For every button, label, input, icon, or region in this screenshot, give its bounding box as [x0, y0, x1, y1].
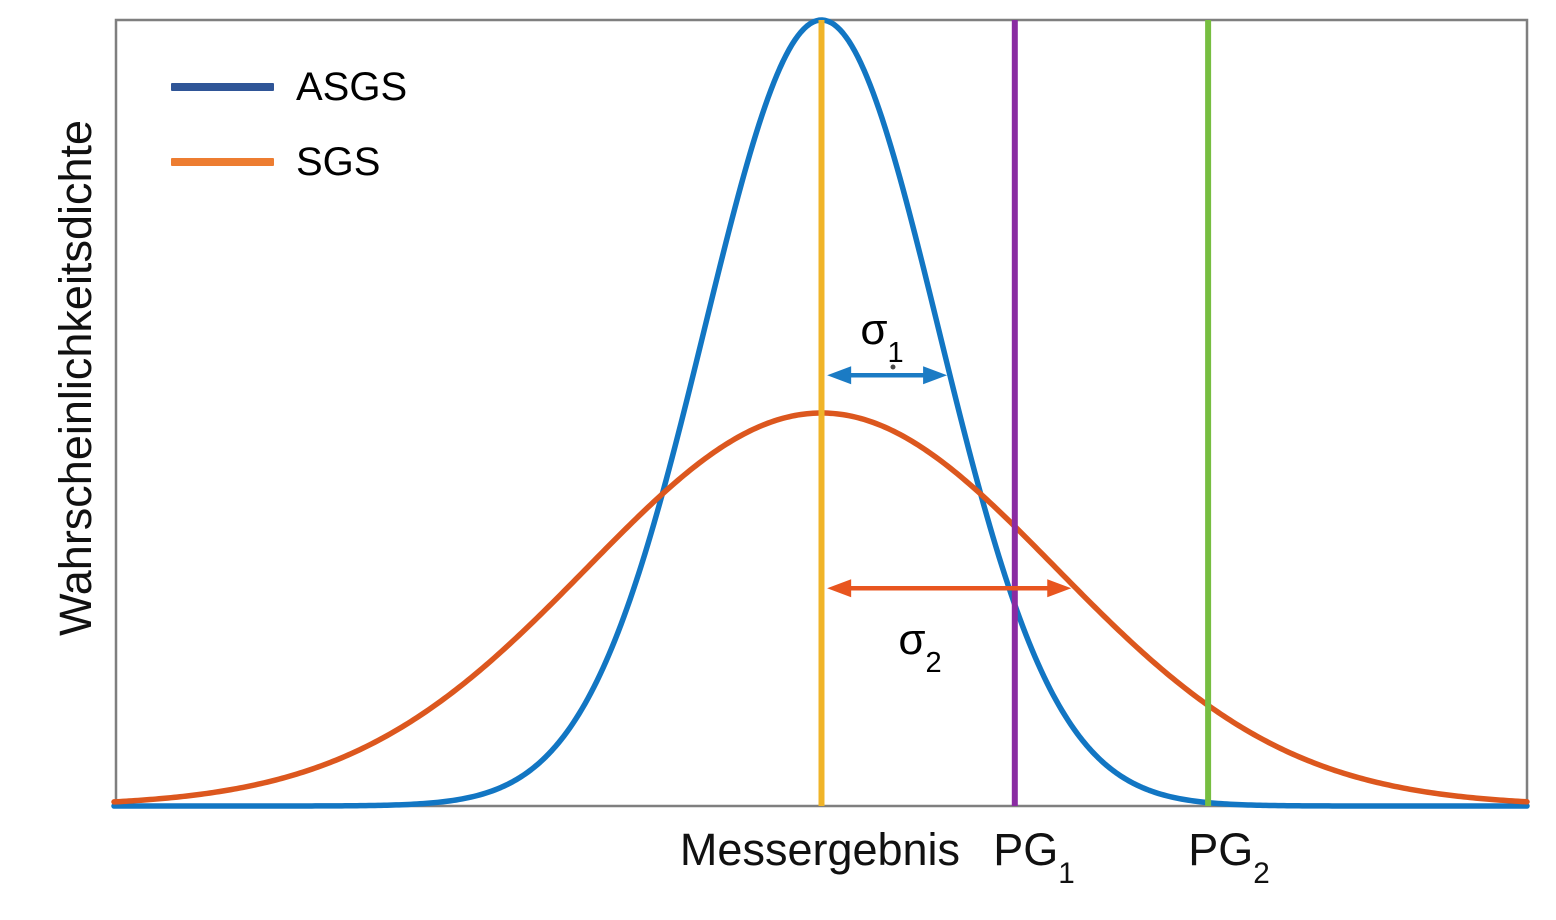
- sigma1-subscript: 1: [887, 336, 904, 369]
- sigma2-subscript: 2: [925, 646, 942, 679]
- y-axis-label: Wahrscheinlichkeitsdichte: [50, 119, 101, 637]
- sigma1-arrowhead-left: [827, 366, 852, 385]
- xtick-pg1: PG1: [993, 824, 1075, 891]
- sigma2-arrowhead-left: [827, 579, 852, 598]
- legend-label-asgs: ASGS: [296, 64, 408, 109]
- legend: ASGS SGS: [171, 62, 407, 212]
- sigma2-annotation-label: σ2: [898, 615, 941, 677]
- legend-item-asgs: ASGS: [171, 62, 407, 112]
- sigma2-base: σ: [898, 615, 926, 664]
- legend-label-sgs: SGS: [296, 139, 381, 184]
- legend-item-sgs: SGS: [171, 137, 407, 187]
- sgs-line-swatch: [171, 158, 274, 166]
- sigma2-arrowhead-right: [1047, 579, 1072, 598]
- stray-dot: [890, 364, 896, 370]
- sigma1-arrowhead-right: [923, 366, 948, 385]
- sigma1-base: σ: [860, 305, 888, 354]
- xtick-pg2: PG2: [1188, 824, 1270, 891]
- asgs-line-swatch: [171, 83, 274, 91]
- sigma1-annotation-label: σ1: [860, 305, 903, 367]
- xtick-messergebnis: Messergebnis: [679, 824, 961, 875]
